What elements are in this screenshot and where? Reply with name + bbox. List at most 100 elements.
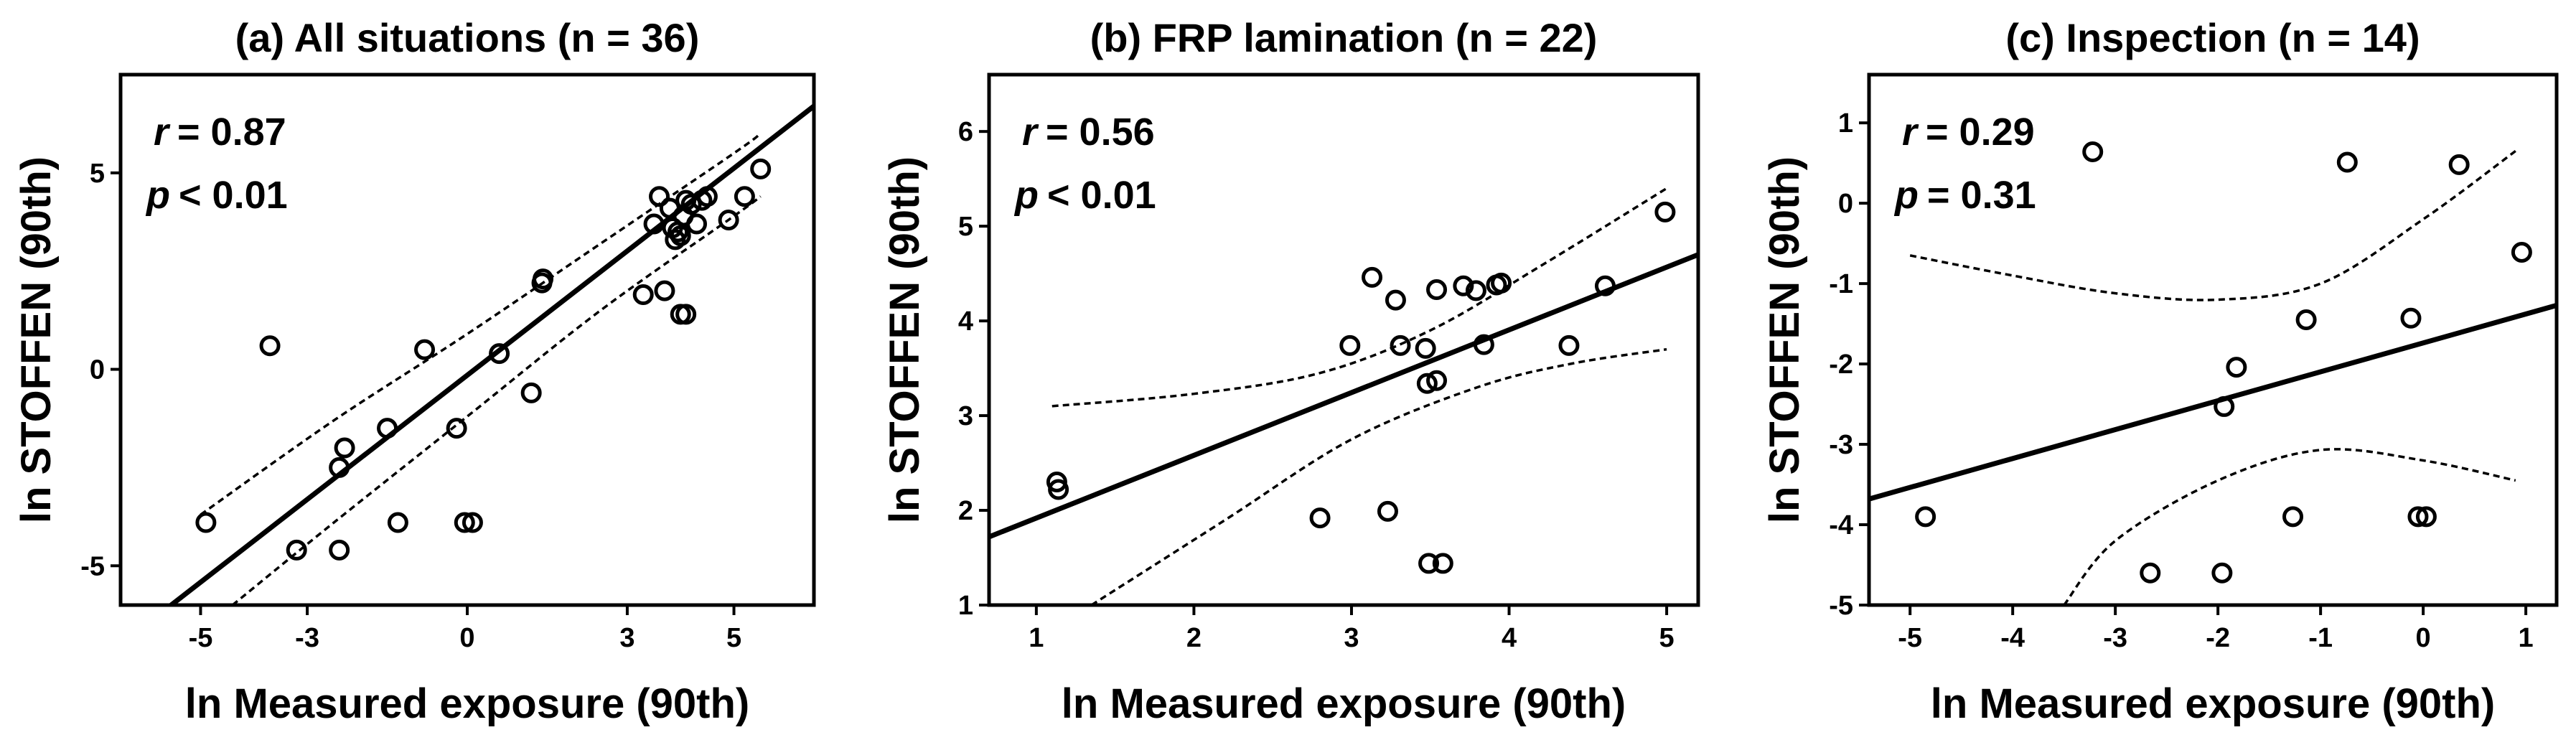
panel-a-x-tick-label: -3 bbox=[295, 623, 319, 653]
panel-c-p-value: = 0.31 bbox=[1927, 174, 2036, 217]
panel-c-lines bbox=[1869, 149, 2557, 605]
panel-b-y-tick-label: 2 bbox=[958, 496, 973, 526]
panel-c-data-point bbox=[2211, 562, 2233, 584]
panel-a-data-point bbox=[520, 382, 542, 403]
panel-c-data-point bbox=[2336, 151, 2358, 173]
panel-c-data-point bbox=[2295, 309, 2317, 331]
panel-b-data-point bbox=[1377, 500, 1398, 522]
panel-b-data-point bbox=[1362, 266, 1383, 288]
panel-c-y-tick-label: -5 bbox=[1829, 591, 1853, 621]
panel-a-data-point bbox=[259, 335, 281, 357]
panel-c-y-tick-label: -2 bbox=[1829, 350, 1853, 380]
panel-a-y-tick-label: 0 bbox=[90, 355, 105, 385]
panel-b-data-point bbox=[1048, 479, 1069, 500]
panel-b-r-value: = 0.56 bbox=[1046, 111, 1155, 154]
panel-b-y-tick-label: 4 bbox=[958, 306, 973, 337]
panel-c-data-point bbox=[2511, 241, 2532, 263]
panel-a-data-point bbox=[489, 343, 510, 365]
panel-b-data-point bbox=[1473, 334, 1494, 355]
panel-b-regression-line bbox=[989, 252, 1698, 540]
panel-b-x-axis-label: ln Measured exposure (90th) bbox=[1062, 680, 1626, 727]
panel-a-plot-frame bbox=[118, 72, 816, 607]
panel-c-x-tick-label: 0 bbox=[2416, 623, 2431, 653]
panel-b-data-point bbox=[1426, 279, 1448, 301]
panel-c-ci-lower bbox=[2063, 448, 2516, 605]
panel-b-ci-upper bbox=[1052, 187, 1668, 408]
panel-b-data-point bbox=[1453, 275, 1474, 296]
panel-b-y-tick-label: 3 bbox=[958, 401, 973, 431]
panel-b-title: (b) FRP lamination (n = 22) bbox=[1090, 15, 1598, 60]
panel-a-p-stat: p < 0.01 bbox=[145, 174, 288, 217]
panel-a-r-symbol: r bbox=[154, 111, 171, 154]
panel-b-x-tick-label: 2 bbox=[1186, 623, 1202, 653]
panel-b-x-tick-label: 1 bbox=[1029, 623, 1044, 653]
panel-b-data-point bbox=[1558, 334, 1580, 356]
panel-b-data-point bbox=[1432, 553, 1453, 574]
panel-a-data-point bbox=[696, 186, 718, 207]
panel-a-x-tick-label: 3 bbox=[619, 623, 634, 653]
panel-c-y-tick-label: 0 bbox=[1838, 189, 1853, 219]
panel-c-r-value: = 0.29 bbox=[1926, 111, 2035, 154]
panel-a-r-stat: r = 0.87 bbox=[154, 111, 286, 154]
panel-a-data-point bbox=[632, 284, 654, 306]
panel-b-y-axis-label: ln STOFFEN (90th) bbox=[881, 156, 928, 523]
panel-b-data-point bbox=[1594, 275, 1616, 296]
panel-c-title: (c) Inspection (n = 14) bbox=[2005, 15, 2420, 60]
panel-a-data-point bbox=[734, 186, 755, 207]
panel-b-lines bbox=[989, 187, 1698, 605]
panel-b-data-point bbox=[1390, 334, 1411, 356]
panel-c-data-point bbox=[2282, 506, 2304, 528]
panel-b-plot-frame bbox=[987, 72, 1700, 607]
panel-b-data-point bbox=[1418, 553, 1440, 574]
panel-c-data-point bbox=[2226, 357, 2247, 378]
panel-b-data-point bbox=[1654, 201, 1676, 223]
panel-a-data-point bbox=[649, 186, 670, 207]
panel-a: (a) All situations (n = 36) -5 -3 0 3 5 -5 0 5 ln… bbox=[13, 15, 816, 727]
panel-c-x-tick-label: -5 bbox=[1898, 623, 1922, 653]
panel-c: (c) Inspection (n = 14) -5 -4 -3 -2 -1 0 1 -5 -4 -… bbox=[1761, 15, 2559, 727]
panel-c-plot-frame bbox=[1867, 72, 2559, 607]
panel-a-ci-upper bbox=[200, 132, 762, 516]
panel-c-y-tick-label: -3 bbox=[1829, 430, 1853, 460]
panel-c-y-tick-label: -4 bbox=[1829, 510, 1853, 540]
panel-b-data-point bbox=[1426, 370, 1448, 391]
panel-c-data-point bbox=[2407, 506, 2429, 528]
panel-b-data-point bbox=[1385, 289, 1406, 311]
panel-a-x-tick-label: 5 bbox=[726, 623, 741, 653]
panel-a-data-point bbox=[286, 539, 307, 561]
panel-b: (b) FRP lamination (n = 22) 1 2 3 4 5 1 2 3 4 5 6 ln… bbox=[881, 15, 1700, 727]
panel-a-x-tick-label: -5 bbox=[189, 623, 213, 653]
panel-a-data-point bbox=[387, 512, 408, 533]
panel-a-data-point bbox=[680, 194, 702, 215]
panel-c-y-tick-label: -1 bbox=[1829, 269, 1853, 299]
panel-c-x-tick-label: 1 bbox=[2519, 623, 2534, 653]
panel-a-data-point bbox=[462, 512, 483, 533]
panel-c-r-stat: r = 0.29 bbox=[1902, 111, 2035, 154]
panel-b-r-stat: r = 0.56 bbox=[1022, 111, 1155, 154]
panel-a-data-point bbox=[334, 437, 355, 459]
panel-a-data-point bbox=[750, 158, 772, 179]
panel-b-x-tick-label: 5 bbox=[1659, 623, 1675, 653]
panel-c-y-axis-label: ln STOFFEN (90th) bbox=[1761, 156, 1808, 523]
panel-a-r-value: = 0.87 bbox=[177, 111, 286, 154]
panel-a-data-point bbox=[654, 280, 675, 301]
panel-a-y-tick-label: 5 bbox=[90, 159, 105, 189]
panel-a-y-tick-label: -5 bbox=[80, 551, 105, 581]
panel-a-data-point bbox=[329, 456, 350, 478]
panel-c-regression-line bbox=[1869, 303, 2557, 502]
panel-c-r-symbol: r bbox=[1902, 111, 1919, 154]
panel-c-p-stat: p = 0.31 bbox=[1893, 174, 2036, 217]
panel-a-p-symbol: p bbox=[145, 174, 170, 217]
panel-c-data-point bbox=[2400, 307, 2422, 329]
panel-a-data-point bbox=[414, 339, 436, 360]
panel-a-data-point bbox=[377, 418, 398, 439]
panel-c-data-point bbox=[2415, 506, 2437, 528]
panel-b-data-point bbox=[1491, 272, 1512, 294]
panel-a-data-point bbox=[686, 213, 708, 235]
panel-c-data-point bbox=[2448, 154, 2470, 175]
panel-a-data-point bbox=[195, 512, 217, 533]
panel-b-data-point bbox=[1339, 334, 1361, 356]
panel-b-p-stat: p < 0.01 bbox=[1013, 174, 1156, 217]
panel-c-x-axis-label: ln Measured exposure (90th) bbox=[1931, 680, 2495, 727]
panel-b-data-point bbox=[1465, 280, 1486, 301]
